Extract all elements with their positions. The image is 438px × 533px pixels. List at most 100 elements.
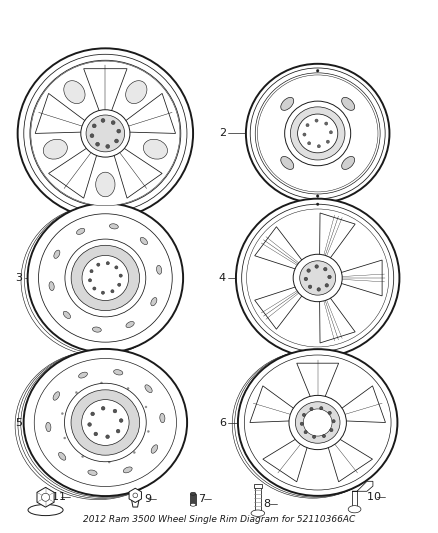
Ellipse shape [21,205,178,356]
Ellipse shape [304,431,307,434]
Polygon shape [49,144,99,198]
Ellipse shape [281,98,294,110]
Ellipse shape [113,409,117,413]
Polygon shape [190,494,196,505]
Ellipse shape [151,445,158,453]
Ellipse shape [140,237,148,245]
Ellipse shape [250,68,385,199]
Ellipse shape [316,69,319,72]
Ellipse shape [31,61,180,206]
Ellipse shape [75,392,78,393]
Ellipse shape [258,75,378,192]
Ellipse shape [115,139,118,143]
Polygon shape [326,436,373,482]
Ellipse shape [53,392,60,400]
Ellipse shape [303,133,306,136]
Text: 3: 3 [16,273,23,283]
Ellipse shape [49,282,54,290]
Ellipse shape [64,383,146,462]
Ellipse shape [15,351,181,499]
Ellipse shape [81,456,84,457]
Ellipse shape [247,209,389,347]
Ellipse shape [302,414,306,417]
Ellipse shape [119,274,122,277]
Ellipse shape [310,407,313,410]
Ellipse shape [91,412,95,416]
Ellipse shape [101,118,105,123]
Ellipse shape [242,204,394,352]
Ellipse shape [342,98,355,110]
Ellipse shape [24,54,187,213]
Polygon shape [352,491,357,509]
Ellipse shape [111,120,115,125]
Ellipse shape [21,350,185,497]
Ellipse shape [96,172,115,197]
Ellipse shape [289,395,346,450]
Ellipse shape [316,195,319,197]
Polygon shape [37,487,54,507]
Ellipse shape [106,435,110,439]
Ellipse shape [308,285,312,288]
Ellipse shape [88,423,92,426]
Ellipse shape [82,255,129,301]
Ellipse shape [328,411,331,415]
Text: 6: 6 [219,417,226,427]
Ellipse shape [97,263,100,266]
Ellipse shape [117,430,120,433]
Ellipse shape [24,349,187,496]
Ellipse shape [106,262,110,265]
Ellipse shape [324,268,327,271]
Ellipse shape [322,434,325,438]
Ellipse shape [88,279,92,282]
Polygon shape [335,260,382,296]
Ellipse shape [328,275,331,279]
Ellipse shape [325,122,328,125]
Text: 8: 8 [264,499,275,509]
Polygon shape [337,386,385,423]
Ellipse shape [71,245,140,311]
Ellipse shape [307,142,311,145]
Ellipse shape [25,204,180,354]
Ellipse shape [77,228,85,235]
Ellipse shape [28,504,63,515]
Ellipse shape [304,277,307,281]
Ellipse shape [238,349,397,496]
Ellipse shape [295,402,340,443]
Ellipse shape [317,203,319,205]
Polygon shape [297,363,339,402]
Ellipse shape [101,382,102,384]
Polygon shape [84,69,127,117]
Ellipse shape [317,144,321,148]
Ellipse shape [246,64,389,203]
Polygon shape [112,144,162,198]
Ellipse shape [244,355,391,490]
Ellipse shape [101,407,105,410]
Ellipse shape [133,451,135,454]
Ellipse shape [93,287,96,290]
Ellipse shape [285,101,351,166]
Ellipse shape [42,493,49,501]
Ellipse shape [101,291,105,294]
Ellipse shape [306,124,309,127]
Ellipse shape [300,422,304,425]
Polygon shape [120,93,176,133]
Text: 2: 2 [219,128,226,139]
Ellipse shape [117,129,121,133]
Polygon shape [320,293,355,343]
Polygon shape [254,483,262,488]
Ellipse shape [255,73,380,194]
Ellipse shape [148,431,149,432]
Ellipse shape [63,311,71,319]
Ellipse shape [59,453,66,460]
Ellipse shape [126,80,147,103]
Ellipse shape [293,254,342,302]
Ellipse shape [126,321,134,328]
Text: 5: 5 [16,417,23,427]
Ellipse shape [65,239,146,317]
Text: 1: 1 [24,128,31,139]
Ellipse shape [315,265,318,268]
Ellipse shape [145,406,147,408]
Ellipse shape [315,119,318,122]
Polygon shape [254,486,261,513]
Ellipse shape [81,110,130,157]
